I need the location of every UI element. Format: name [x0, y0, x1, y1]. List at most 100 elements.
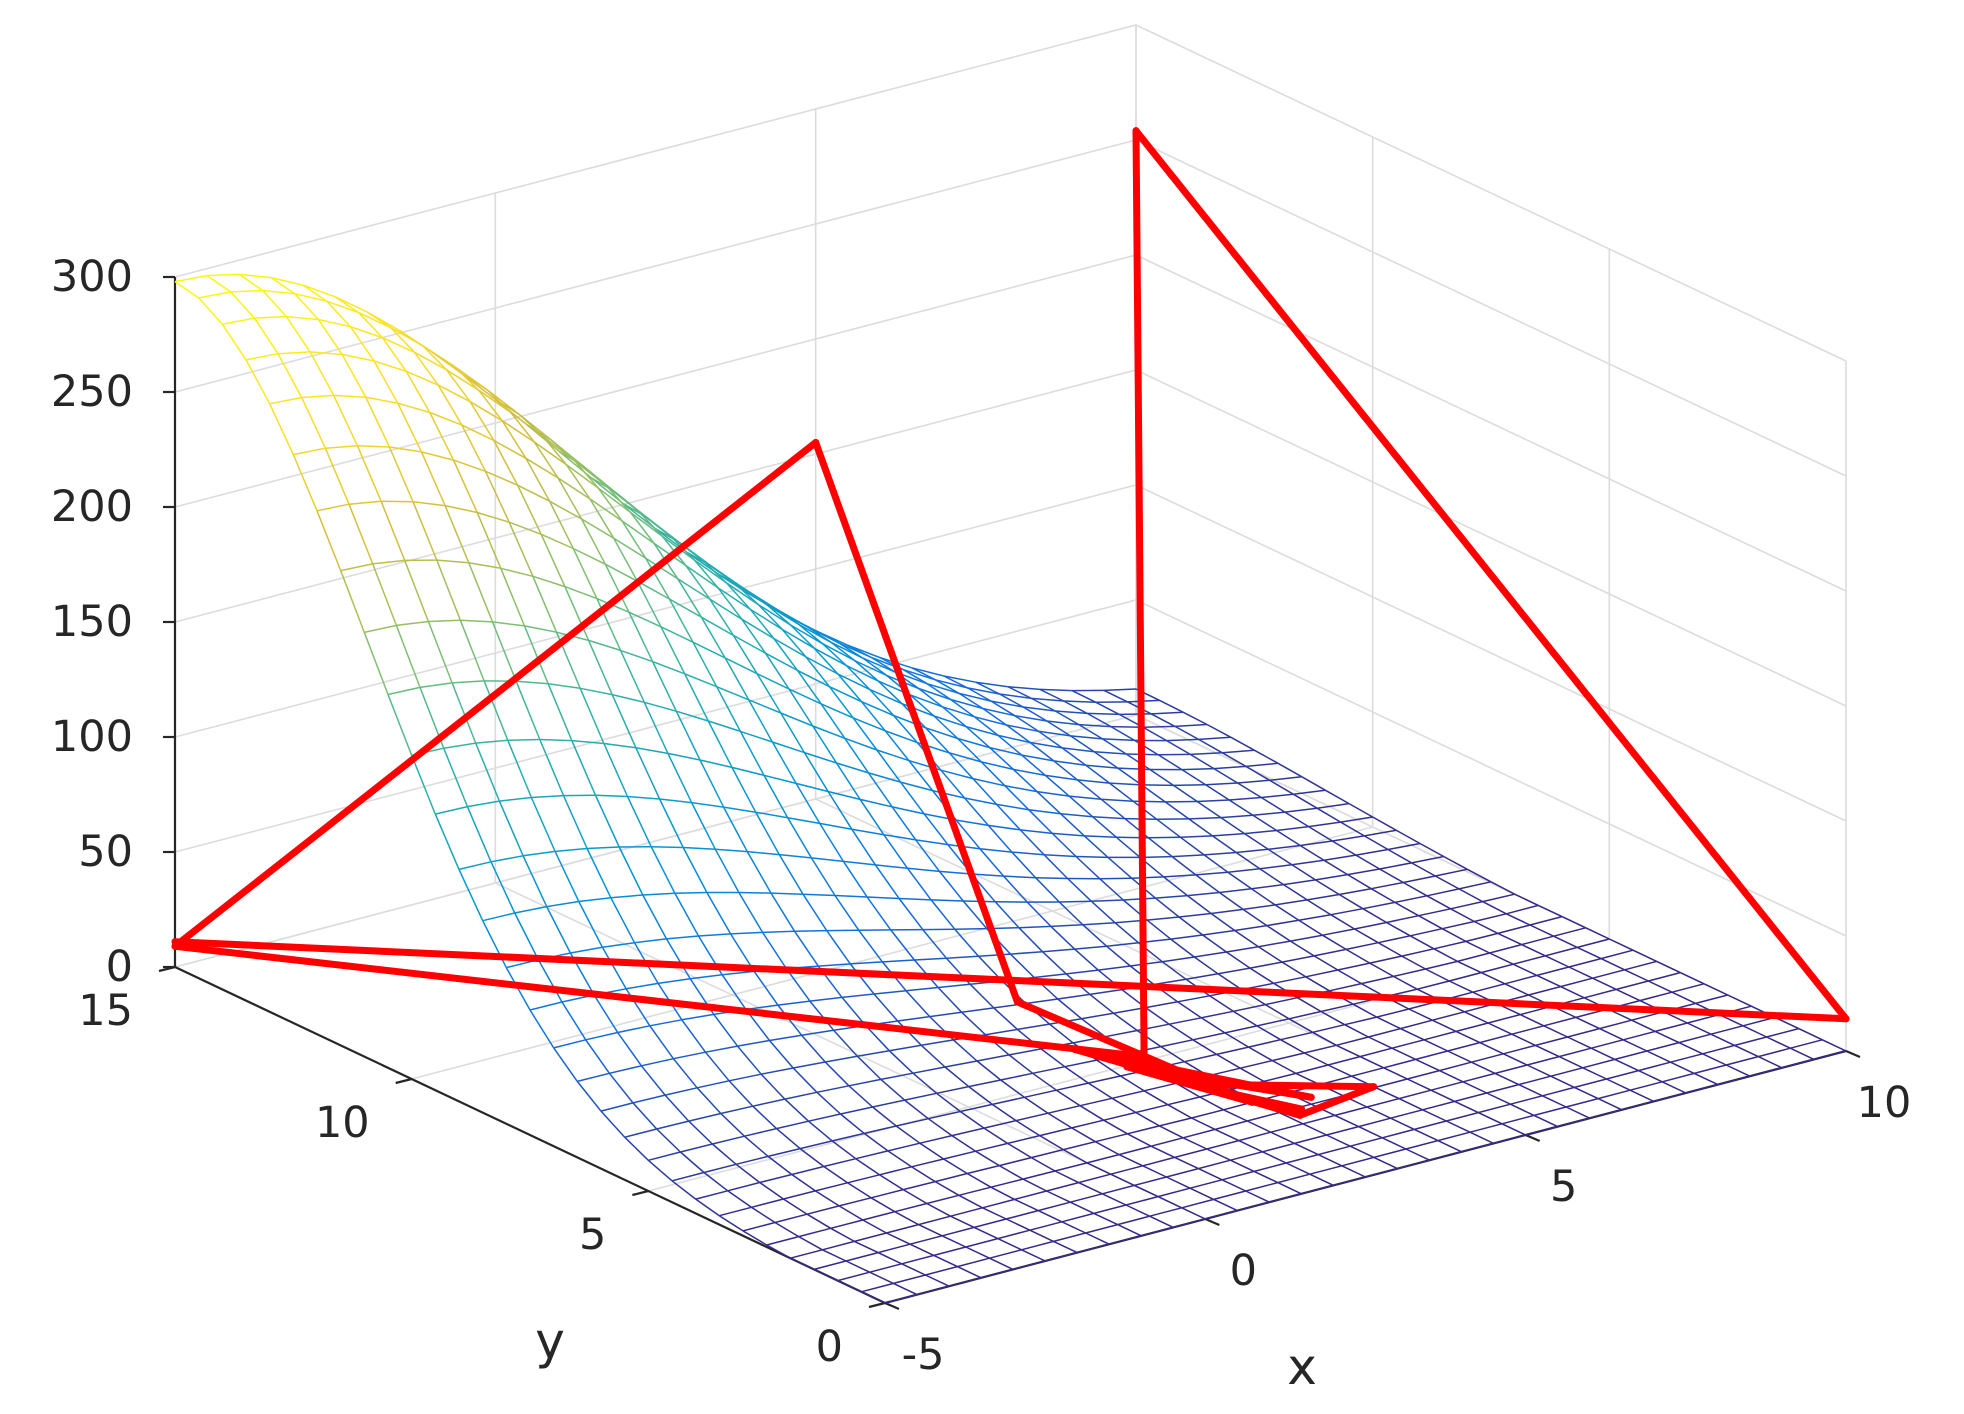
mesh-segment	[1006, 724, 1039, 733]
mesh-segment	[997, 1229, 1031, 1240]
mesh-segment	[891, 806, 917, 841]
mesh-segment	[847, 644, 872, 659]
mesh-segment	[813, 1260, 847, 1271]
mesh-segment	[1237, 782, 1262, 799]
mesh-segment	[1283, 883, 1308, 901]
mesh-segment	[1469, 1123, 1503, 1133]
mesh-segment	[1585, 927, 1610, 940]
mesh-segment	[611, 694, 637, 749]
mesh-segment	[737, 1039, 770, 1047]
mesh-segment	[1561, 915, 1587, 929]
mesh-segment	[532, 575, 566, 588]
mesh-segment	[1393, 975, 1418, 990]
mesh-segment	[1433, 940, 1467, 950]
mesh-segment	[975, 681, 1000, 695]
mesh-segment	[1118, 1145, 1152, 1156]
mesh-segment	[390, 327, 416, 353]
mesh-segment	[626, 796, 652, 848]
mesh-segment	[1693, 1072, 1719, 1086]
mesh-segment	[1269, 1193, 1302, 1203]
mesh-segment	[669, 598, 702, 618]
mesh-segment	[1269, 779, 1294, 795]
mesh-segment	[1213, 765, 1247, 770]
mesh-segment	[461, 424, 495, 442]
mesh-segment	[1402, 881, 1428, 897]
mesh-segment	[836, 762, 869, 774]
mesh-segment	[1151, 711, 1184, 715]
mesh-segment	[1646, 1050, 1671, 1063]
mesh-segment	[1416, 980, 1450, 990]
mesh-segment	[961, 1011, 986, 1036]
mesh-segment	[1031, 697, 1056, 712]
mesh-segment	[1345, 948, 1371, 964]
mesh-segment	[1423, 1030, 1457, 1041]
mesh-segment	[539, 739, 565, 796]
mesh-segment	[1270, 1131, 1295, 1145]
mesh-segment	[510, 411, 535, 443]
mesh-segment	[738, 891, 772, 894]
mesh-segment	[624, 1128, 657, 1138]
mesh-segment	[1256, 1025, 1281, 1041]
mesh-segment	[316, 510, 342, 571]
mesh-segment	[277, 353, 303, 398]
mesh-segment	[277, 351, 311, 355]
mesh-segment	[476, 512, 502, 569]
mesh-segment	[1358, 1117, 1391, 1128]
mesh-segment	[1134, 1176, 1167, 1187]
mesh-segment	[1113, 1012, 1138, 1032]
mesh-segment	[716, 686, 749, 701]
mesh-segment	[1265, 996, 1298, 1006]
mesh-segment	[954, 928, 980, 957]
mesh-segment	[395, 625, 421, 688]
mesh-segment	[1437, 1131, 1471, 1142]
mesh-segment	[994, 901, 1020, 929]
mesh-segment	[1497, 932, 1522, 946]
mesh-segment	[1245, 1181, 1278, 1192]
mesh-segment	[788, 688, 822, 705]
mesh-segment	[827, 791, 853, 830]
mesh-segment	[1414, 1120, 1447, 1131]
grid-line-z	[174, 24, 1847, 362]
mesh-segment	[869, 688, 903, 705]
mesh-segment	[940, 769, 974, 780]
mesh-segment	[1103, 688, 1137, 692]
mesh-segment	[1435, 868, 1468, 877]
mesh-segment	[714, 848, 740, 893]
mesh-segment	[1358, 1125, 1383, 1139]
mesh-segment	[1464, 1011, 1489, 1024]
mesh-segment	[396, 620, 429, 627]
mesh-segment	[1441, 928, 1467, 943]
mesh-segment	[445, 369, 471, 403]
mesh-segment	[933, 715, 959, 740]
mesh-segment	[673, 1051, 706, 1060]
mesh-segment	[842, 860, 868, 898]
mesh-segment	[350, 325, 383, 339]
mesh-segment	[1313, 955, 1339, 971]
mesh-segment	[1234, 929, 1259, 948]
mesh-segment	[903, 669, 928, 685]
mesh-segment	[1766, 1027, 1799, 1038]
mesh-segment	[904, 1099, 929, 1120]
mesh-segment	[1565, 1106, 1591, 1119]
mesh-segment	[1180, 835, 1213, 839]
mesh-segment	[1142, 1165, 1167, 1178]
mesh-segment	[1182, 711, 1208, 726]
mesh-segment	[922, 929, 947, 959]
mesh-segment	[875, 864, 908, 870]
mesh-segment	[1004, 785, 1038, 793]
mesh-segment	[1280, 1031, 1313, 1041]
mesh-segment	[1434, 875, 1460, 890]
mesh-segment	[841, 993, 875, 999]
mesh-segment	[905, 986, 939, 992]
mesh-segment	[1411, 855, 1444, 864]
mesh-segment	[1110, 1165, 1143, 1175]
mesh-segment	[749, 608, 783, 631]
mesh-segment	[1198, 1159, 1231, 1170]
mesh-segment	[996, 803, 1021, 831]
mesh-segment	[1036, 791, 1062, 815]
mesh-segment	[758, 604, 792, 626]
mesh-segment	[871, 656, 896, 673]
mesh-segment	[1143, 1090, 1169, 1106]
mesh-segment	[1252, 811, 1285, 817]
mesh-segment	[721, 974, 747, 1010]
